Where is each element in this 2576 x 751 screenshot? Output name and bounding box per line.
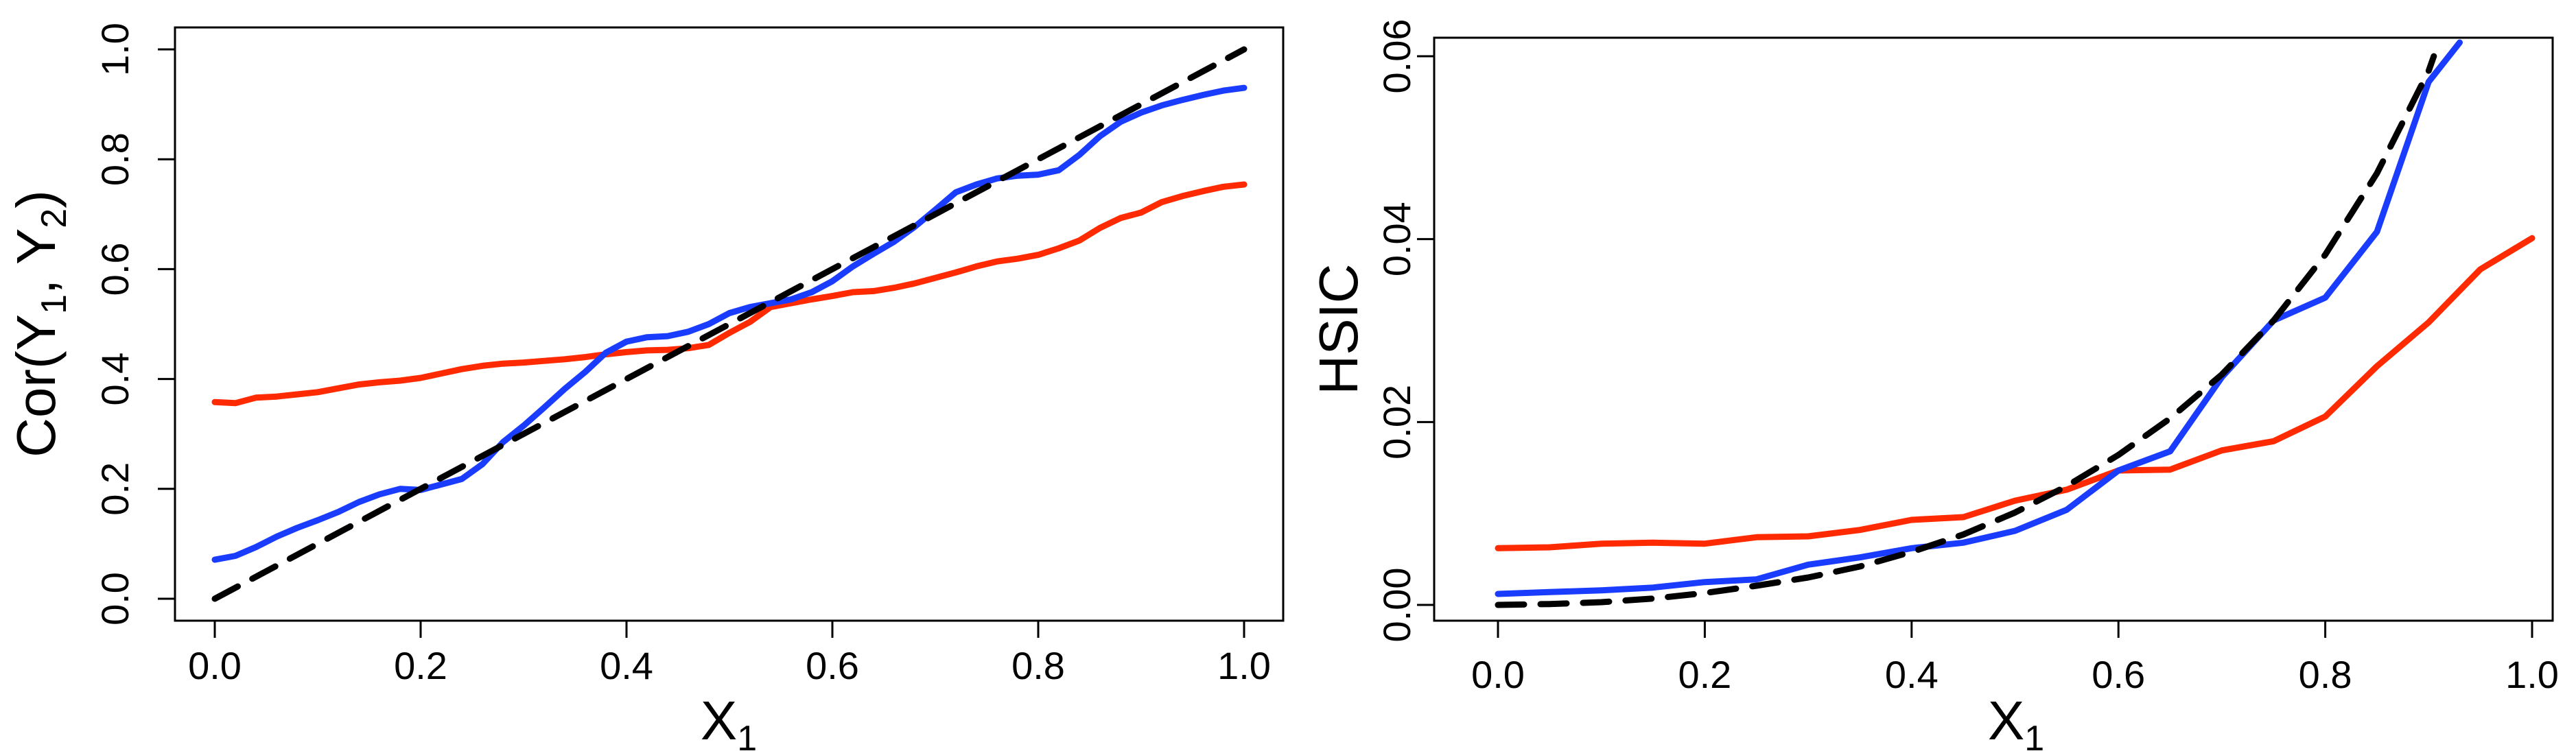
y-tick-label: 0.4 [93,353,137,406]
y-tick-label: 0.0 [93,572,137,625]
series-line-1 [211,84,1248,563]
y-axis: 0.00 0.02 0.04 0.06 [1375,19,1434,643]
plot-frame [174,26,1285,622]
y-axis-title: Cor(Y1, Y2) [5,190,74,457]
x-tick-label: 0.6 [806,644,859,687]
y-tick-label: 0.6 [93,242,137,296]
series-line-0 [211,181,1248,407]
x-tick-label: 0.0 [1471,653,1525,696]
y-tick-label: 0.8 [93,132,137,186]
series-line-2 [211,46,1248,602]
correlation-panel: 0.0 0.2 0.4 0.6 0.8 1.0 0.0 0.2 0.4 0.6 0.8 1.0 X1… [5,23,1285,751]
x-tick-label: 1.0 [1217,644,1271,687]
x-axis-title: X1 [701,690,757,751]
y-axis-title: HSIC [1308,263,1369,394]
x-tick-label: 0.2 [394,644,447,687]
series-layer [1495,39,2536,608]
x-tick-label: 0.0 [188,644,242,687]
x-tick-label: 0.4 [600,644,653,687]
x-axis: 0.0 0.2 0.4 0.6 0.8 1.0 [1471,621,2559,696]
series-line-2 [1495,53,2437,608]
y-axis: 0.0 0.2 0.4 0.6 0.8 1.0 [93,23,175,625]
x-tick-label: 1.0 [2505,653,2559,696]
x-tick-label: 0.4 [1885,653,1939,696]
x-axis: 0.0 0.2 0.4 0.6 0.8 1.0 [188,621,1271,687]
x-tick-label: 0.8 [1011,644,1065,687]
y-tick-label: 0.02 [1375,385,1418,460]
y-tick-label: 0.00 [1375,568,1418,643]
hsic-panel: 0.0 0.2 0.4 0.6 0.8 1.0 0.00 0.02 0.04 0.06 X1 H… [1308,19,2559,751]
y-tick-label: 0.2 [93,462,137,516]
series-line-1 [1495,39,2463,597]
series-layer [211,46,1248,602]
y-tick-label: 1.0 [93,23,137,76]
x-axis-title: X1 [1988,690,2044,751]
x-tick-label: 0.6 [2092,653,2145,696]
x-tick-label: 0.2 [1678,653,1731,696]
y-tick-label: 0.04 [1375,202,1418,276]
y-tick-label: 0.06 [1375,19,1418,94]
series-line-0 [1495,235,2536,551]
plot-frame [1433,36,2554,622]
x-tick-label: 0.8 [2299,653,2352,696]
